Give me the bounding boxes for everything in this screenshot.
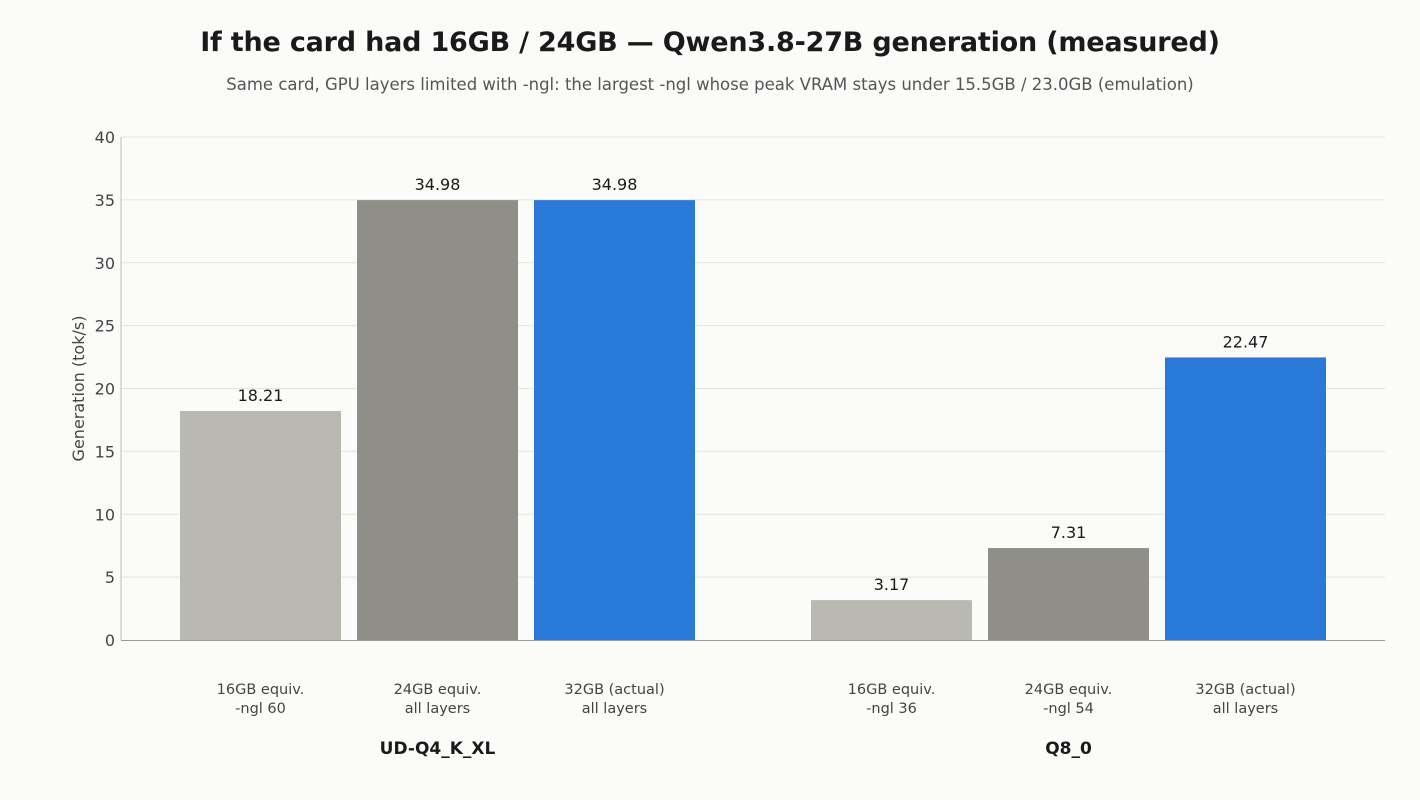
y-tick-label: 0 — [105, 631, 115, 650]
chart-title: If the card had 16GB / 24GB — Qwen3.8-27… — [200, 27, 1220, 58]
group-label: UD-Q4_K_XL — [380, 739, 496, 759]
bar — [357, 200, 518, 640]
x-tick-label: 16GB equiv. — [848, 682, 936, 698]
group-label: Q8_0 — [1045, 739, 1092, 759]
x-tick-label: all layers — [405, 701, 470, 717]
x-tick-label: 32GB (actual) — [1195, 682, 1295, 698]
y-tick-label: 35 — [95, 191, 115, 210]
bar-value-label: 7.31 — [1051, 523, 1087, 542]
bar — [534, 200, 695, 640]
x-tick-label: all layers — [582, 701, 647, 717]
bar — [180, 411, 341, 640]
chart-subtitle: Same card, GPU layers limited with -ngl:… — [226, 75, 1194, 94]
x-tick-label: 24GB equiv. — [394, 682, 482, 698]
bar — [1165, 357, 1326, 640]
x-tick-label: 32GB (actual) — [564, 682, 664, 698]
bar-value-label: 22.47 — [1223, 332, 1269, 351]
y-tick-label: 5 — [105, 568, 115, 587]
y-tick-label: 15 — [95, 442, 115, 461]
y-tick-label: 10 — [95, 505, 115, 524]
x-tick-label: 24GB equiv. — [1025, 682, 1113, 698]
bar — [988, 548, 1149, 640]
y-axis-title: Generation (tok/s) — [69, 316, 88, 462]
bar-value-label: 18.21 — [238, 386, 284, 405]
x-tick-label: 16GB equiv. — [217, 682, 305, 698]
x-tick-label: -ngl 36 — [866, 701, 917, 717]
y-tick-label: 25 — [95, 317, 115, 336]
y-tick-label: 30 — [95, 254, 115, 273]
x-tick-label: -ngl 60 — [235, 701, 286, 717]
y-tick-label: 20 — [95, 380, 115, 399]
x-tick-label: -ngl 54 — [1043, 701, 1094, 717]
bar-value-label: 34.98 — [592, 175, 638, 194]
bar — [811, 600, 972, 640]
bar-value-label: 34.98 — [415, 175, 461, 194]
x-tick-label: all layers — [1213, 701, 1278, 717]
bar-value-label: 3.17 — [874, 575, 910, 594]
y-tick-label: 40 — [95, 128, 115, 147]
